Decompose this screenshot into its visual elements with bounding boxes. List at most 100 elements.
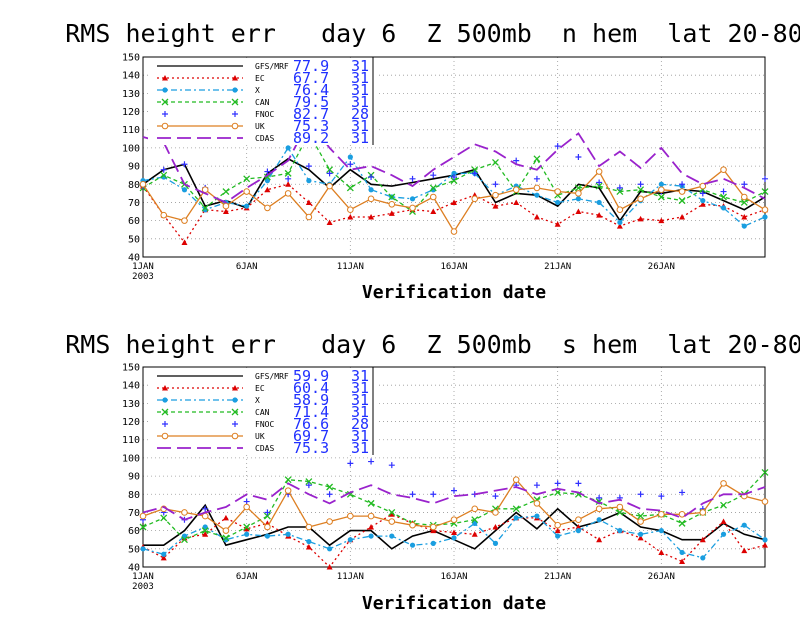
- data-point-triangle: [699, 201, 706, 207]
- data-point-cross: [450, 177, 458, 185]
- data-point-open-circle: [284, 190, 292, 197]
- data-point-cross: [161, 408, 169, 416]
- data-point-circle: [720, 205, 727, 211]
- data-point-circle: [638, 531, 644, 537]
- data-point-open-circle: [761, 498, 769, 505]
- data-point-plus: [637, 181, 644, 188]
- data-point-cross: [616, 188, 624, 196]
- data-point-cross: [533, 155, 541, 163]
- data-point-open-circle: [471, 505, 479, 513]
- data-point-triangle: [388, 511, 395, 517]
- legend-count-value: 31: [351, 129, 369, 147]
- data-point-open-circle: [231, 432, 239, 440]
- data-point-plus: [720, 188, 727, 195]
- data-point-triangle: [162, 385, 168, 391]
- data-point-triangle: [762, 542, 768, 548]
- data-point-circle: [596, 199, 602, 206]
- data-point-plus: [326, 170, 333, 177]
- data-point-triangle: [492, 524, 499, 530]
- data-point-plus: [741, 181, 748, 188]
- data-point-cross: [471, 516, 479, 524]
- data-point-open-circle: [367, 512, 375, 520]
- data-point-circle: [700, 198, 706, 204]
- data-point-triangle: [741, 214, 748, 220]
- data-point-triangle: [451, 199, 457, 205]
- chart-title: RMS height err day 6 Z 500mb s hem lat 2…: [65, 330, 800, 359]
- data-point-triangle: [222, 208, 229, 215]
- legend-label: FNOC: [255, 110, 274, 119]
- data-point-triangle: [658, 217, 665, 224]
- data-point-circle: [741, 522, 747, 528]
- data-point-triangle: [430, 208, 437, 215]
- legend-label: CAN: [255, 98, 270, 107]
- data-point-cross: [284, 476, 292, 484]
- series-uk: [139, 476, 769, 534]
- data-point-open-circle: [533, 184, 541, 192]
- data-point-open-circle: [347, 206, 354, 214]
- legend-label: X: [255, 86, 260, 95]
- data-point-triangle: [637, 534, 644, 541]
- data-point-cross: [201, 204, 209, 212]
- data-point-open-circle: [181, 509, 188, 516]
- data-point-open-circle: [575, 516, 582, 524]
- data-point-circle: [762, 214, 768, 220]
- data-point-open-circle: [367, 195, 375, 203]
- data-point-plus: [285, 175, 292, 182]
- data-point-open-circle: [595, 505, 603, 513]
- x-tick-label: 6JAN: [236, 262, 258, 272]
- series-fnoc: [140, 458, 706, 523]
- data-point-circle: [679, 549, 685, 556]
- legend-count-value: 28: [351, 415, 369, 433]
- legend-label: EC: [255, 74, 265, 83]
- data-point-circle: [368, 533, 374, 539]
- data-point-open-circle: [678, 510, 686, 518]
- legend-mean-value: 60.4: [293, 379, 329, 397]
- data-point-triangle: [181, 239, 188, 245]
- legend-label: CDAS: [255, 134, 274, 143]
- x-tick-label: 11JAN: [337, 262, 364, 272]
- data-point-open-circle: [305, 213, 313, 221]
- data-point-plus: [162, 111, 168, 117]
- data-point-cross: [492, 158, 499, 166]
- data-point-circle: [264, 533, 270, 539]
- data-point-circle: [285, 531, 291, 537]
- x-tick-year-label: 2003: [132, 272, 154, 282]
- data-point-plus: [533, 175, 540, 182]
- data-point-cross: [160, 171, 168, 179]
- data-point-triangle: [575, 524, 582, 530]
- data-point-cross: [678, 197, 686, 205]
- data-point-cross: [616, 508, 624, 516]
- y-tick-label: 50: [128, 234, 140, 245]
- data-point-cross: [512, 505, 520, 513]
- data-point-plus: [637, 491, 644, 498]
- x-tick-label: 21JAN: [544, 262, 571, 272]
- data-point-triangle: [658, 549, 665, 555]
- data-point-circle: [347, 537, 353, 543]
- y-tick-label: 60: [128, 216, 140, 227]
- data-point-triangle: [285, 181, 292, 187]
- data-point-open-circle: [512, 186, 520, 194]
- data-point-plus: [347, 460, 354, 467]
- y-tick-label: 70: [128, 508, 140, 519]
- x-tick-label: 11JAN: [337, 572, 364, 582]
- x-tick-label: 26JAN: [648, 572, 675, 582]
- data-point-open-circle: [264, 523, 271, 531]
- x-axis-label: Verification date: [362, 593, 546, 614]
- legend-label: FNOC: [255, 420, 274, 429]
- data-point-cross: [181, 536, 188, 544]
- data-point-open-circle: [450, 516, 458, 524]
- data-point-triangle: [554, 221, 561, 227]
- data-point-plus: [388, 462, 395, 469]
- data-point-circle: [617, 219, 623, 226]
- data-point-triangle: [533, 214, 540, 220]
- data-point-triangle: [699, 536, 706, 543]
- data-point-open-circle: [139, 180, 147, 188]
- data-point-cross: [231, 98, 239, 106]
- data-point-plus: [368, 174, 375, 180]
- data-point-circle: [472, 520, 478, 526]
- data-point-triangle: [264, 186, 271, 193]
- data-point-circle: [700, 555, 706, 561]
- data-point-cross: [346, 184, 354, 192]
- legend-mean-value: 77.9: [293, 57, 329, 75]
- chart-panel-2: RMS height err day 6 Z 500mb s hem lat 2…: [65, 330, 800, 614]
